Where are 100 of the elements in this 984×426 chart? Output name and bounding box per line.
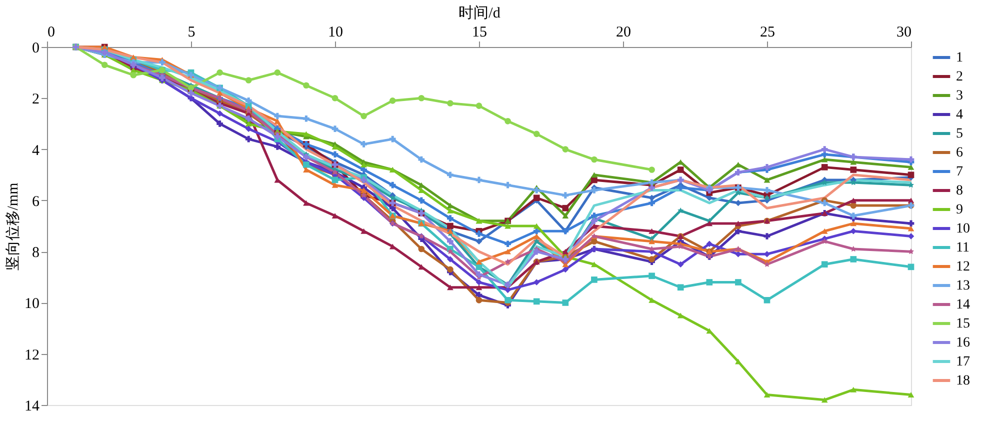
y-tick-label: 0 xyxy=(32,40,40,56)
legend-label: 8 xyxy=(956,184,963,198)
legend-label: 4 xyxy=(956,108,963,122)
point xyxy=(389,182,396,188)
point xyxy=(591,262,598,268)
point xyxy=(591,176,598,184)
point xyxy=(735,200,742,206)
point xyxy=(216,120,223,127)
point xyxy=(504,118,511,124)
y-tick-label: 8 xyxy=(32,245,40,262)
point xyxy=(821,200,828,206)
point xyxy=(850,256,857,262)
x-axis-title: 时间/d xyxy=(458,4,501,22)
point xyxy=(332,126,338,132)
point xyxy=(274,118,281,124)
point xyxy=(764,194,770,200)
legend-label: 14 xyxy=(956,298,970,312)
point xyxy=(764,187,770,194)
legend-label: 15 xyxy=(956,316,970,332)
point xyxy=(447,172,454,178)
point xyxy=(476,176,482,184)
point xyxy=(418,156,425,163)
point xyxy=(850,202,857,209)
point xyxy=(821,146,828,152)
point xyxy=(245,98,252,104)
x-tick-label: 15 xyxy=(472,24,487,40)
point xyxy=(562,248,569,254)
point xyxy=(159,59,166,66)
point xyxy=(562,213,569,219)
y-tick-label: 4 xyxy=(32,142,40,159)
point xyxy=(447,248,454,254)
point xyxy=(591,218,598,224)
point xyxy=(591,156,598,163)
point xyxy=(562,146,569,152)
point xyxy=(735,228,742,234)
x-tick-label: 30 xyxy=(896,24,912,40)
point xyxy=(822,238,828,244)
point xyxy=(648,184,655,191)
point xyxy=(476,259,482,265)
point xyxy=(648,297,655,303)
point xyxy=(360,112,367,120)
point xyxy=(764,296,770,304)
y-tick-label: 6 xyxy=(32,194,40,210)
point xyxy=(764,233,770,240)
point xyxy=(274,133,281,140)
point xyxy=(504,248,511,254)
point xyxy=(303,200,310,206)
point xyxy=(389,98,396,104)
point xyxy=(476,284,482,290)
point xyxy=(850,198,857,204)
point xyxy=(850,220,857,226)
y-axis-title: 竖向位移/mm xyxy=(4,182,22,270)
point xyxy=(678,207,684,214)
point xyxy=(735,220,742,226)
point xyxy=(821,164,828,170)
point xyxy=(648,200,655,206)
point xyxy=(274,112,281,120)
point xyxy=(821,261,828,268)
point xyxy=(504,258,511,264)
point xyxy=(504,240,511,248)
point xyxy=(447,222,454,230)
point xyxy=(274,69,281,76)
point xyxy=(677,312,684,318)
point xyxy=(850,159,857,165)
point xyxy=(908,264,914,270)
point xyxy=(908,233,914,240)
point xyxy=(706,279,713,286)
point xyxy=(303,82,310,89)
point xyxy=(101,62,108,68)
legend-label: 3 xyxy=(956,88,963,104)
point xyxy=(850,212,857,219)
point xyxy=(245,126,252,132)
legend-label: 1 xyxy=(956,50,963,66)
point xyxy=(562,204,569,212)
point xyxy=(533,194,540,202)
point xyxy=(274,144,281,150)
legend-label: 2 xyxy=(956,70,963,84)
point xyxy=(216,69,223,76)
point xyxy=(677,261,684,268)
point xyxy=(706,240,713,248)
point xyxy=(908,392,914,398)
point xyxy=(533,130,540,138)
point xyxy=(389,204,396,212)
point xyxy=(447,284,454,290)
point xyxy=(476,230,482,237)
point xyxy=(850,228,857,234)
point xyxy=(591,172,598,178)
point xyxy=(908,226,914,232)
point xyxy=(245,120,252,126)
point xyxy=(360,228,367,234)
point xyxy=(533,187,540,194)
point xyxy=(447,202,454,208)
legend-label: 17 xyxy=(956,354,970,370)
point xyxy=(476,279,482,286)
point xyxy=(821,228,828,234)
x-tick-label: 5 xyxy=(188,24,196,40)
legend-label: 7 xyxy=(956,164,963,180)
point xyxy=(245,136,252,142)
point xyxy=(735,279,742,286)
point xyxy=(850,179,856,186)
